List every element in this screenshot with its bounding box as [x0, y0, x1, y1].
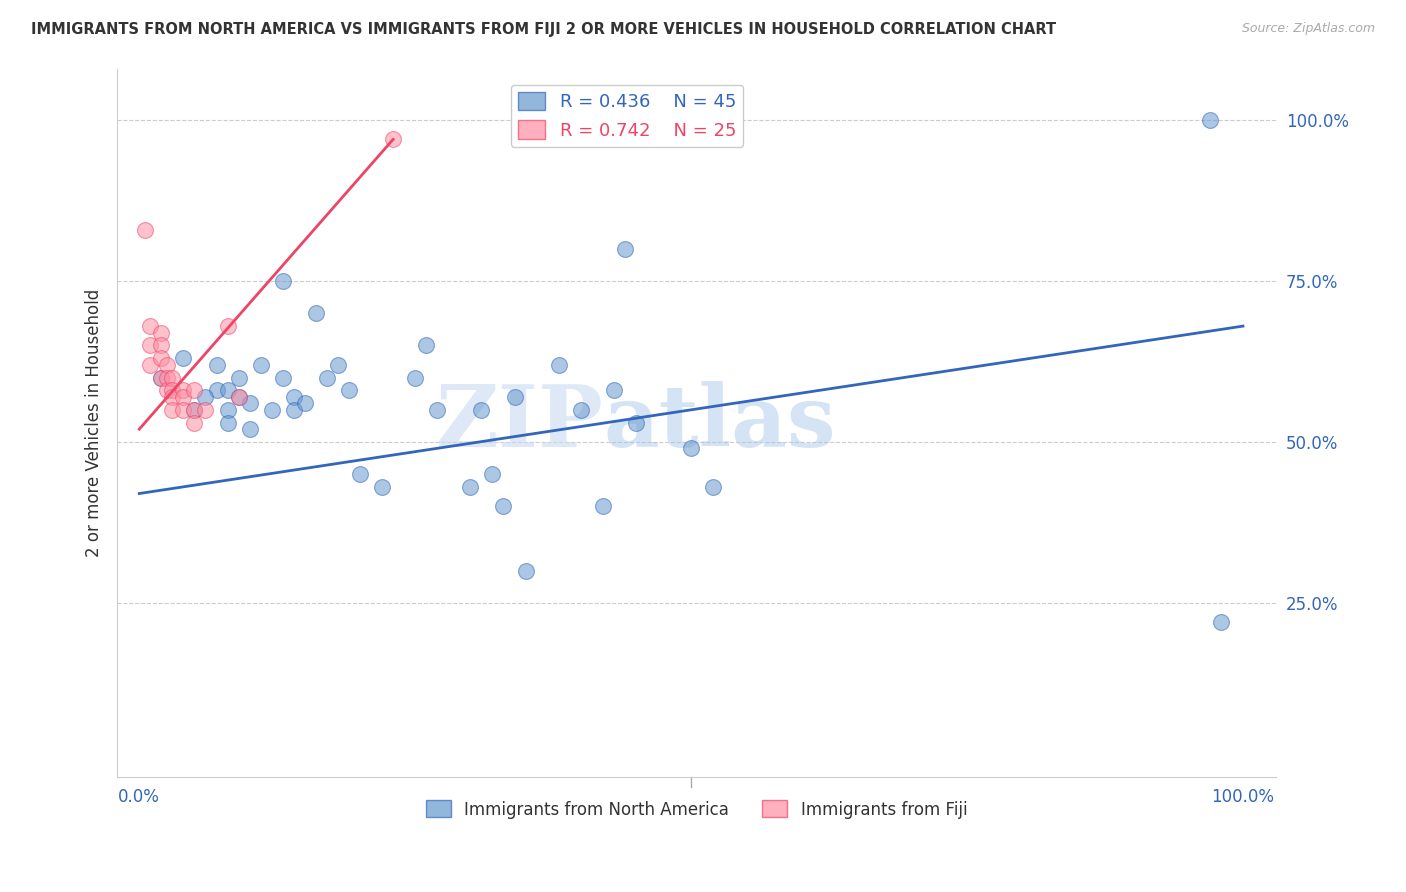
Point [271, 370, 294, 384]
Point [249, 358, 271, 372]
Point [371, 480, 394, 494]
Y-axis label: 2 or more Vehicles in Household: 2 or more Vehicles in Household [86, 289, 103, 557]
Point [681, 442, 703, 456]
Text: Source: ZipAtlas.com: Source: ZipAtlas.com [1241, 22, 1375, 36]
Point [134, 222, 156, 236]
Point [150, 351, 173, 366]
Point [162, 370, 184, 384]
Point [162, 402, 184, 417]
Text: ZIP: ZIP [436, 381, 605, 465]
Text: IMMIGRANTS FROM NORTH AMERICA VS IMMIGRANTS FROM FIJI 2 OR MORE VEHICLES IN HOUS: IMMIGRANTS FROM NORTH AMERICA VS IMMIGRA… [31, 22, 1056, 37]
Point [205, 384, 228, 398]
Text: 100.0%: 100.0% [1212, 788, 1274, 806]
Point [326, 358, 349, 372]
Point [139, 358, 162, 372]
Point [194, 402, 217, 417]
Point [592, 500, 614, 514]
Point [139, 319, 162, 334]
Point [481, 467, 503, 482]
Point [426, 402, 449, 417]
Point [547, 358, 569, 372]
Point [294, 396, 316, 410]
Point [603, 384, 626, 398]
Point [624, 416, 647, 430]
Point [228, 390, 250, 404]
Point [172, 351, 194, 366]
Point [150, 338, 173, 352]
Point [239, 422, 262, 436]
Point [156, 358, 179, 372]
Point [404, 370, 426, 384]
Point [156, 384, 179, 398]
Point [150, 326, 173, 340]
Point [194, 390, 217, 404]
Point [228, 370, 250, 384]
Point [150, 370, 173, 384]
Point [139, 338, 162, 352]
Point [260, 402, 283, 417]
Point [349, 467, 371, 482]
Point [613, 242, 636, 256]
Point [503, 390, 526, 404]
Text: 0.0%: 0.0% [118, 788, 160, 806]
Point [283, 402, 305, 417]
Legend: Immigrants from North America, Immigrants from Fiji: Immigrants from North America, Immigrant… [419, 794, 974, 825]
Text: atlas: atlas [605, 381, 837, 465]
Point [470, 402, 492, 417]
Point [217, 384, 239, 398]
Point [150, 370, 173, 384]
Point [183, 416, 205, 430]
Point [228, 390, 250, 404]
Point [172, 402, 194, 417]
Point [569, 402, 592, 417]
Point [337, 384, 360, 398]
Point [162, 390, 184, 404]
Point [205, 358, 228, 372]
Point [316, 370, 339, 384]
Point [1209, 615, 1232, 630]
Point [172, 390, 194, 404]
Point [283, 390, 305, 404]
Point [156, 370, 179, 384]
Point [183, 384, 205, 398]
Point [162, 384, 184, 398]
Point [515, 564, 537, 578]
Point [415, 338, 437, 352]
Point [1199, 113, 1222, 128]
Point [239, 396, 262, 410]
Point [217, 402, 239, 417]
Point [217, 319, 239, 334]
Point [492, 500, 515, 514]
Point [183, 402, 205, 417]
Point [271, 274, 294, 288]
Point [382, 132, 405, 146]
Point [183, 402, 205, 417]
Point [172, 384, 194, 398]
Point [702, 480, 724, 494]
Point [305, 306, 328, 320]
Point [460, 480, 482, 494]
Point [217, 416, 239, 430]
